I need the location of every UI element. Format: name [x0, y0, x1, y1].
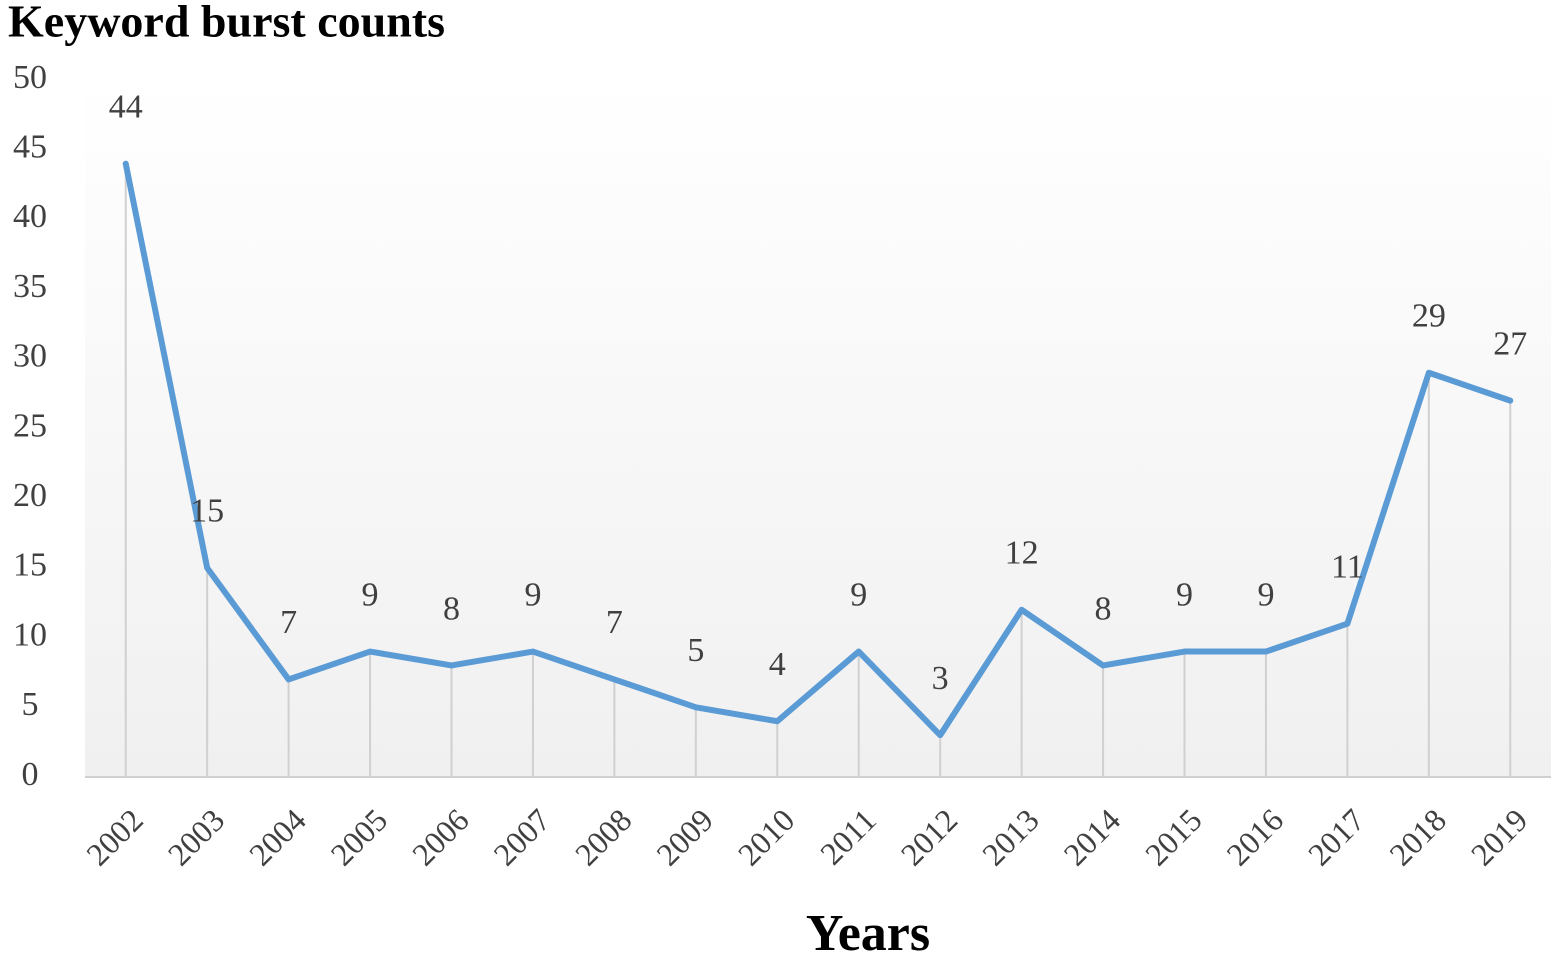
y-tick-label: 30: [13, 338, 47, 375]
x-tick-label: 2017: [1301, 802, 1372, 873]
y-tick-label: 45: [13, 128, 47, 165]
data-label: 11: [1331, 548, 1364, 585]
x-tick-label: 2015: [1138, 802, 1209, 873]
data-label: 7: [280, 604, 297, 641]
data-label: 5: [687, 632, 704, 669]
x-tick-label: 2019: [1464, 802, 1535, 873]
data-label: 27: [1493, 325, 1527, 362]
y-tick-label: 20: [13, 477, 47, 514]
y-tick-label: 0: [22, 756, 39, 793]
x-tick-label: 2002: [79, 802, 150, 873]
data-label: 9: [1257, 576, 1274, 613]
y-tick-label: 10: [13, 616, 47, 653]
data-label: 15: [190, 493, 224, 530]
x-tick-label: 2009: [649, 802, 720, 873]
data-label: 3: [932, 660, 949, 697]
data-label: 12: [1005, 535, 1039, 572]
chart-title: Keyword burst counts: [8, 0, 445, 47]
y-tick-label: 35: [13, 268, 47, 305]
y-tick-label: 5: [22, 686, 39, 723]
data-line: [122, 160, 1514, 739]
x-tick-label: 2004: [242, 802, 313, 873]
data-label: 29: [1412, 298, 1446, 335]
plot-background: [85, 80, 1551, 777]
x-tick-label: 2018: [1382, 802, 1453, 873]
x-tick-label: 2016: [1219, 802, 1290, 873]
x-axis-title: Years: [806, 905, 930, 962]
data-label: 9: [524, 576, 541, 613]
x-tick-label: 2010: [731, 802, 802, 873]
data-label: 9: [850, 576, 867, 613]
x-tick-label: 2006: [405, 802, 476, 873]
data-label: 8: [1095, 590, 1112, 627]
y-tick-label: 50: [13, 59, 47, 96]
data-label: 4: [769, 646, 786, 683]
data-label: 9: [1176, 576, 1193, 613]
x-tick-label: 2012: [894, 802, 965, 873]
y-tick-label: 25: [13, 407, 47, 444]
y-tick-label: 40: [13, 198, 47, 235]
x-tick-label: 2011: [813, 802, 883, 872]
x-tick-label: 2007: [486, 802, 557, 873]
x-tick-label: 2005: [323, 802, 394, 873]
data-label: 7: [606, 604, 623, 641]
x-tick-label: 2014: [1056, 802, 1127, 873]
data-label: 9: [362, 576, 379, 613]
x-tick-label: 2013: [975, 802, 1046, 873]
x-tick-label: 2008: [568, 802, 639, 873]
data-label: 8: [443, 590, 460, 627]
x-tick-label: 2003: [161, 802, 232, 873]
data-label: 44: [109, 88, 143, 125]
y-tick-label: 15: [13, 547, 47, 584]
